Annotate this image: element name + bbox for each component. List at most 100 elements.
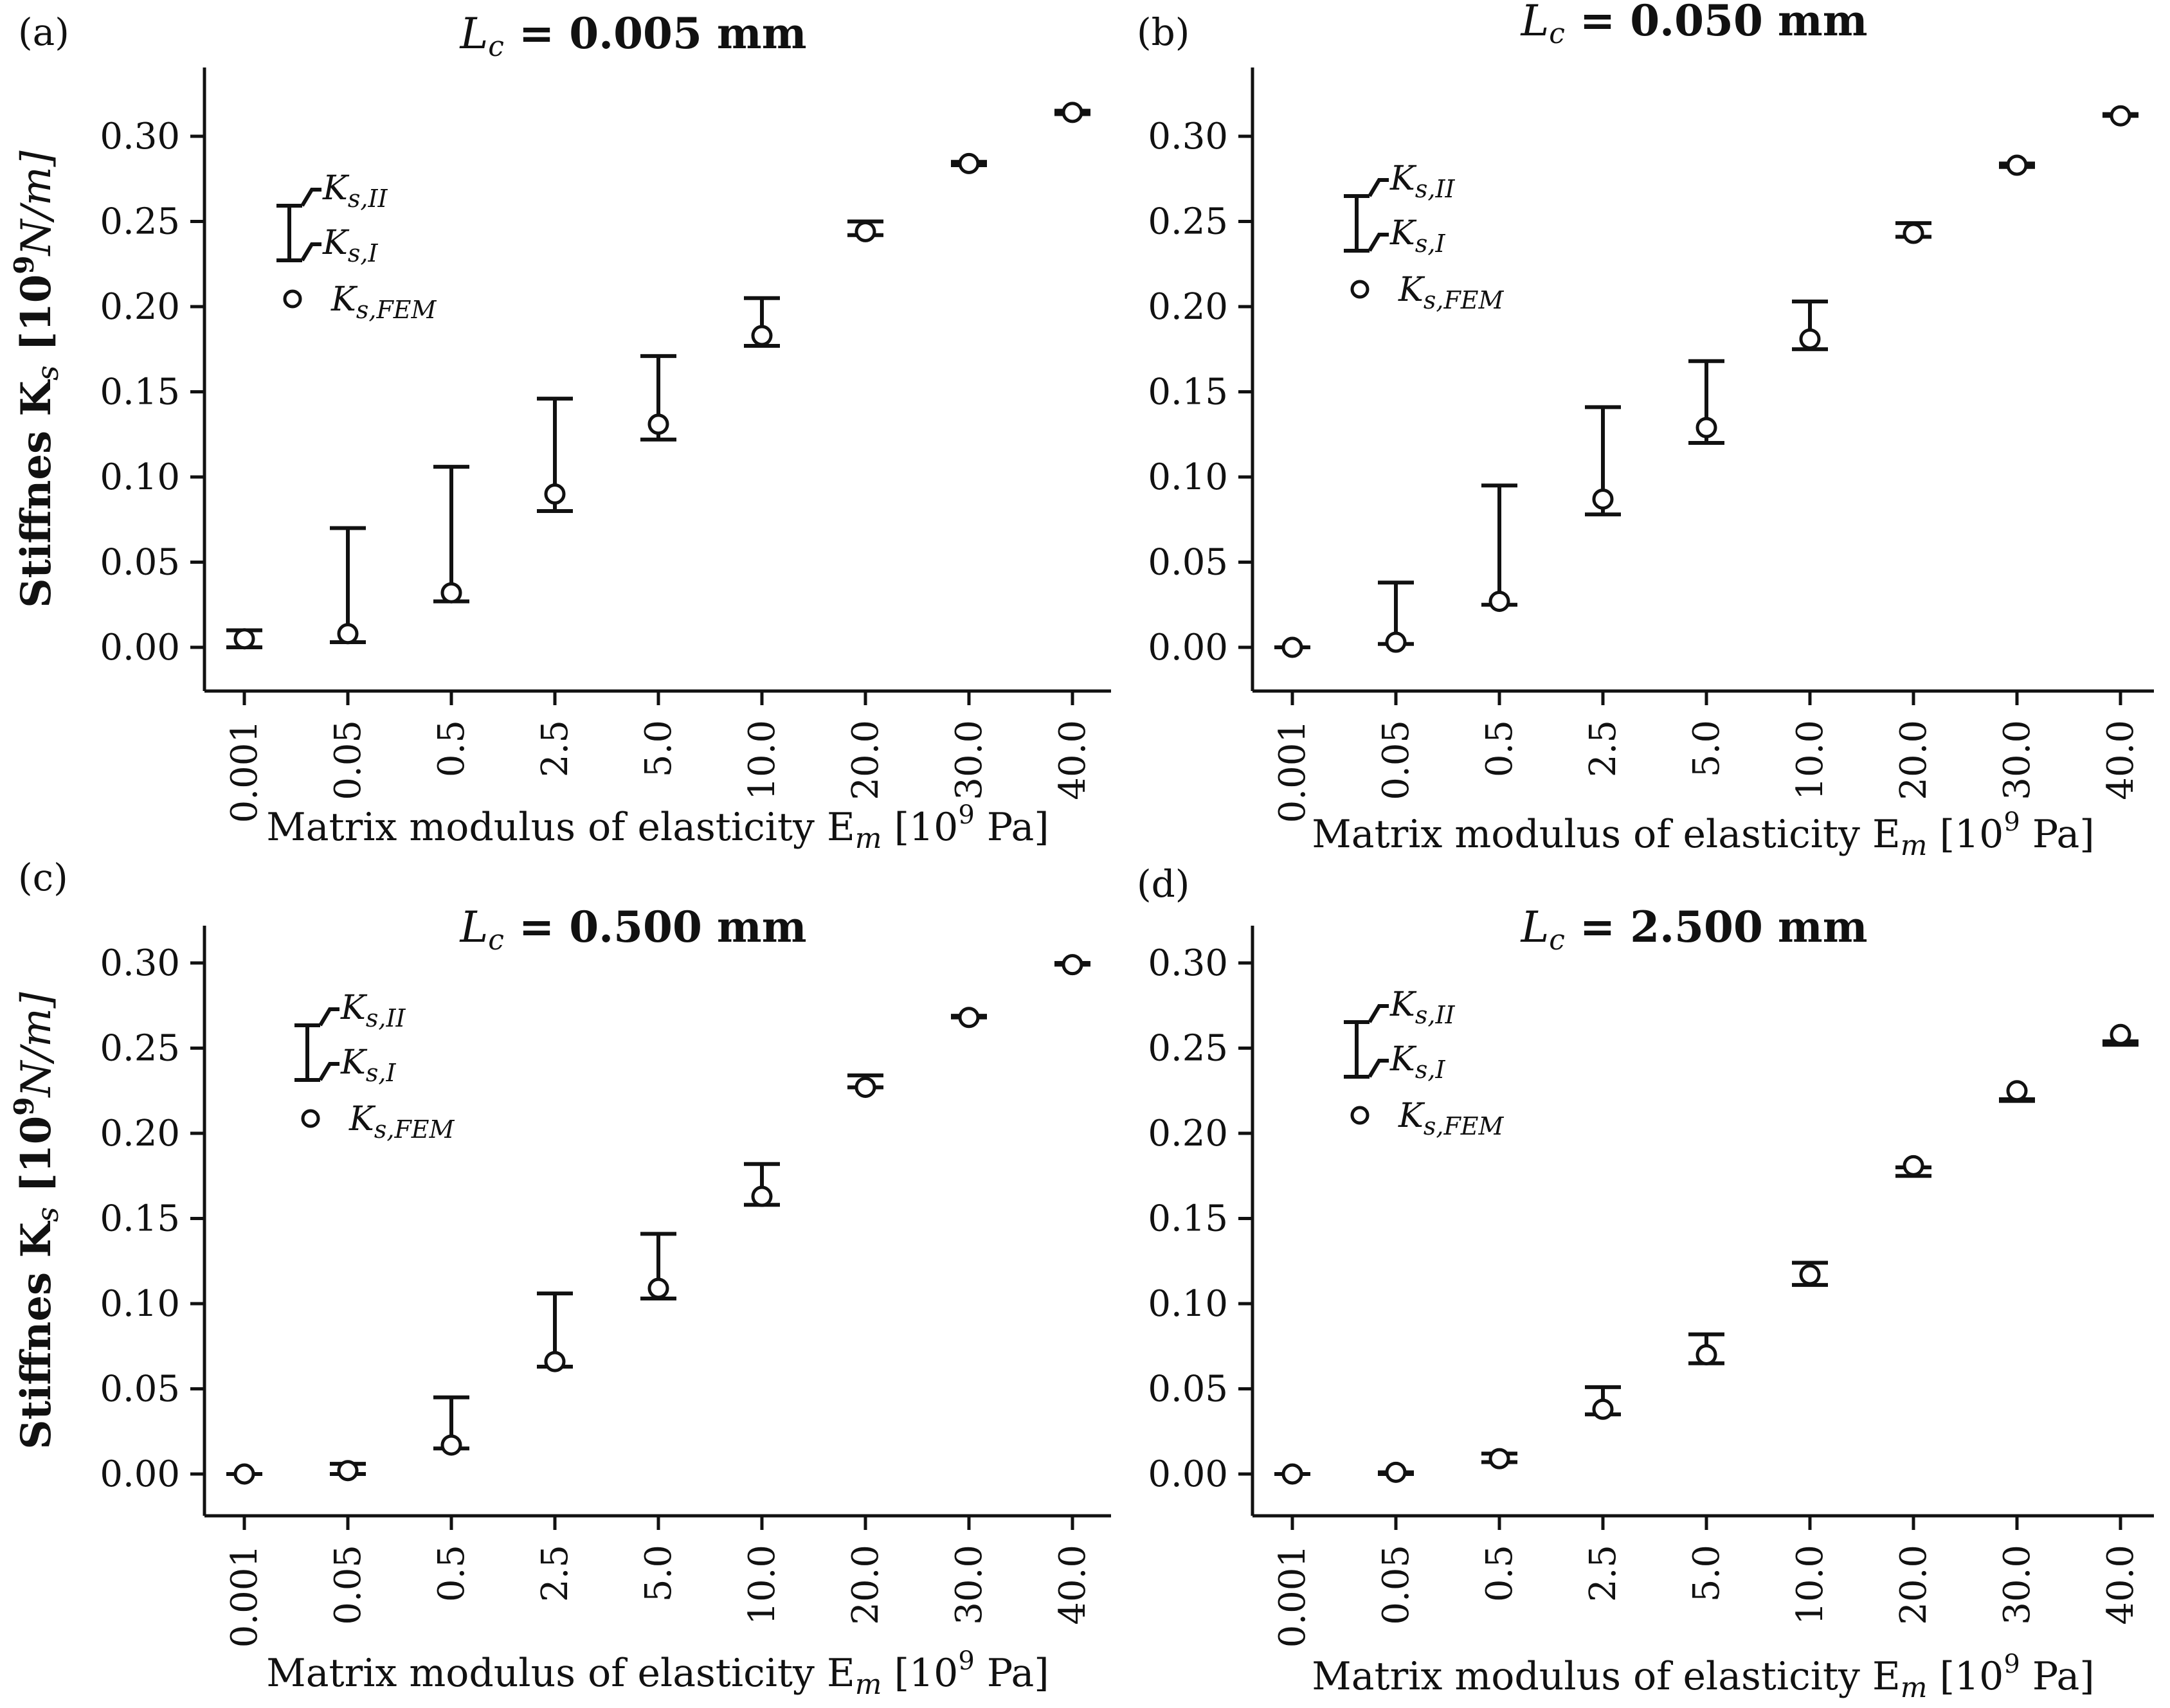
x-axis-label: Matrix modulus of elasticity Em [109 Pa] — [1312, 807, 2094, 862]
x-tick-label: 5.0 — [1686, 720, 1728, 777]
legend-upper-var: K — [340, 989, 368, 1027]
legend-upper-sub: s,II — [1415, 175, 1456, 203]
x-label-sup: 9 — [2003, 807, 2020, 837]
x-label-sub: m — [855, 1668, 882, 1701]
fem-point — [958, 1007, 980, 1029]
fem-point — [1281, 1463, 1303, 1485]
data-point-group — [951, 1007, 987, 1029]
legend-upper-sub: s,II — [1415, 1001, 1456, 1029]
data-point-group — [1378, 580, 1414, 653]
x-tick-label: 0.5 — [1479, 720, 1521, 777]
legend-fem-var: K — [1398, 1097, 1425, 1135]
fem-point — [1592, 488, 1614, 510]
legend-fem-var: K — [1398, 271, 1425, 309]
fem-point — [1062, 102, 1083, 123]
x-tick-label: 30.0 — [948, 720, 990, 800]
fem-point — [440, 582, 462, 604]
legend-fem-sub: s,FEM — [374, 1115, 455, 1144]
x-tick-label: 0.001 — [224, 720, 266, 823]
data-point-group — [1481, 1448, 1517, 1470]
fem-point — [233, 628, 255, 650]
fem-point — [647, 1277, 669, 1299]
x-tick-label: 0.5 — [1479, 1545, 1521, 1602]
data-point-group — [1054, 954, 1090, 976]
fem-point — [1799, 328, 1821, 350]
y-tick-label: 0.10 — [1148, 456, 1228, 498]
x-tick-label: 0.001 — [1272, 1545, 1314, 1648]
y-label-unit: [10 — [12, 274, 60, 366]
x-tick-label: 5.0 — [638, 720, 680, 777]
x-tick-label: 2.5 — [534, 720, 576, 777]
x-label-unit: [10 — [882, 1651, 959, 1696]
fem-point — [854, 220, 876, 242]
fem-point — [1903, 1155, 1924, 1176]
y-tick-label: 0.00 — [100, 627, 180, 669]
fem-point — [2006, 154, 2028, 176]
x-label-sub: m — [855, 822, 882, 855]
x-label-unit: [10 — [882, 805, 959, 850]
x-label-unit-end: Pa] — [2020, 812, 2095, 857]
x-axis-label: Matrix modulus of elasticity Em [109 Pa] — [266, 800, 1049, 855]
legend-label-fem: Ks,FEM — [330, 280, 437, 324]
legend-upper-var: K — [1389, 159, 1417, 198]
x-tick-label: 0.05 — [1375, 1545, 1417, 1625]
legend-leader-upper — [1368, 178, 1389, 197]
legend-lower-var: K — [1389, 1040, 1417, 1079]
legend-label-upper: Ks,II — [1389, 159, 1455, 203]
x-tick-label: 10.0 — [1789, 720, 1831, 800]
y-tick-label: 0.05 — [1148, 542, 1228, 584]
title-sub: c — [488, 924, 504, 957]
legend-lower-sub: s,I — [348, 239, 379, 267]
x-tick-label: 20.0 — [845, 720, 887, 800]
y-tick-label: 0.15 — [100, 372, 180, 413]
legend-fem-var: K — [330, 280, 358, 319]
x-tick-label: 30.0 — [1996, 720, 2038, 800]
title-sub: c — [1549, 924, 1565, 957]
legend-label-lower: Ks,I — [322, 224, 378, 267]
x-tick-label: 2.5 — [1582, 720, 1624, 777]
x-tick-label: 0.05 — [1375, 720, 1417, 800]
x-tick-label: 20.0 — [1893, 1545, 1935, 1625]
y-tick-label: 0.25 — [100, 1028, 180, 1070]
x-tick-label: 10.0 — [741, 720, 783, 800]
fem-point — [1695, 417, 1717, 438]
fem-point — [544, 483, 566, 505]
y-tick-label: 0.20 — [1148, 286, 1228, 328]
x-tick-label: 40.0 — [2100, 720, 2142, 800]
fem-point — [1385, 631, 1407, 653]
chart-title: Lc = 0.050 mm — [1520, 0, 1867, 50]
legend-fem-sub: s,FEM — [356, 296, 437, 324]
legend-label-upper: Ks,II — [1389, 985, 1455, 1029]
y-label-sub: s — [30, 1207, 65, 1222]
y-label-unit-end: N/m] — [13, 150, 60, 256]
x-label-unit: [10 — [1928, 1654, 2004, 1699]
x-axis-label: Matrix modulus of elasticity Em [109 Pa] — [266, 1646, 1049, 1701]
y-tick-label: 0.05 — [100, 542, 180, 584]
data-point-group — [330, 526, 366, 645]
legend-leader-lower — [318, 1062, 339, 1081]
fem-point — [751, 1185, 773, 1207]
title-var: L — [1520, 0, 1549, 46]
y-tick-label: 0.05 — [1148, 1369, 1228, 1410]
legend-fem-sub: s,FEM — [1424, 286, 1505, 314]
x-tick-label: 5.0 — [638, 1545, 680, 1602]
x-label-sub: m — [1901, 1671, 1928, 1704]
data-point-group — [640, 1232, 676, 1301]
data-point-group — [226, 628, 262, 650]
data-point-group — [1481, 483, 1517, 612]
fem-point — [1281, 636, 1303, 658]
y-tick-label: 0.20 — [100, 286, 180, 328]
x-tick-label: 2.5 — [1582, 1545, 1624, 1602]
y-tick-label: 0.00 — [1148, 1453, 1228, 1495]
legend-leader-lower — [1368, 1059, 1389, 1078]
fem-point — [1592, 1398, 1614, 1420]
y-tick-label: 0.30 — [100, 942, 180, 984]
data-point-group — [1792, 300, 1828, 352]
y-tick-label: 0.05 — [100, 1369, 180, 1410]
x-label-text: Matrix modulus of elasticity E — [266, 1651, 855, 1696]
legend-leader-upper — [318, 1007, 339, 1027]
legend-label-fem: Ks,FEM — [348, 1100, 455, 1144]
legend-upper-sub: s,II — [366, 1004, 406, 1032]
